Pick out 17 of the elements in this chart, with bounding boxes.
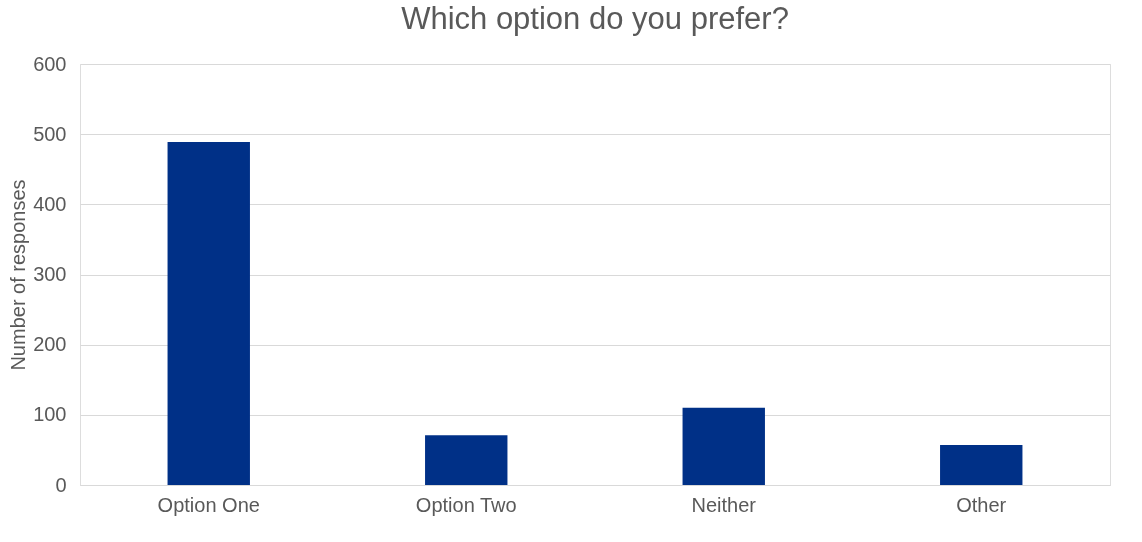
y-tick-label: 100 <box>33 403 67 426</box>
chart-title: Which option do you prefer? <box>401 1 789 36</box>
x-tick-label: Option One <box>157 493 260 516</box>
bar <box>940 445 1023 485</box>
bar <box>167 141 250 485</box>
y-axis-title: Number of responses <box>7 179 30 371</box>
y-tick-label: 500 <box>33 122 67 145</box>
x-tick-label: Other <box>956 493 1007 516</box>
x-tick-label: Neither <box>691 493 757 516</box>
y-tick-label: 0 <box>55 473 67 496</box>
y-tick-label: 300 <box>33 263 67 285</box>
y-tick-label: 200 <box>33 333 67 356</box>
bar <box>425 435 508 485</box>
y-tick-label: 600 <box>33 52 67 75</box>
bar <box>682 407 765 485</box>
x-tick-label: Option Two <box>415 493 517 516</box>
y-tick-label: 400 <box>33 192 67 215</box>
